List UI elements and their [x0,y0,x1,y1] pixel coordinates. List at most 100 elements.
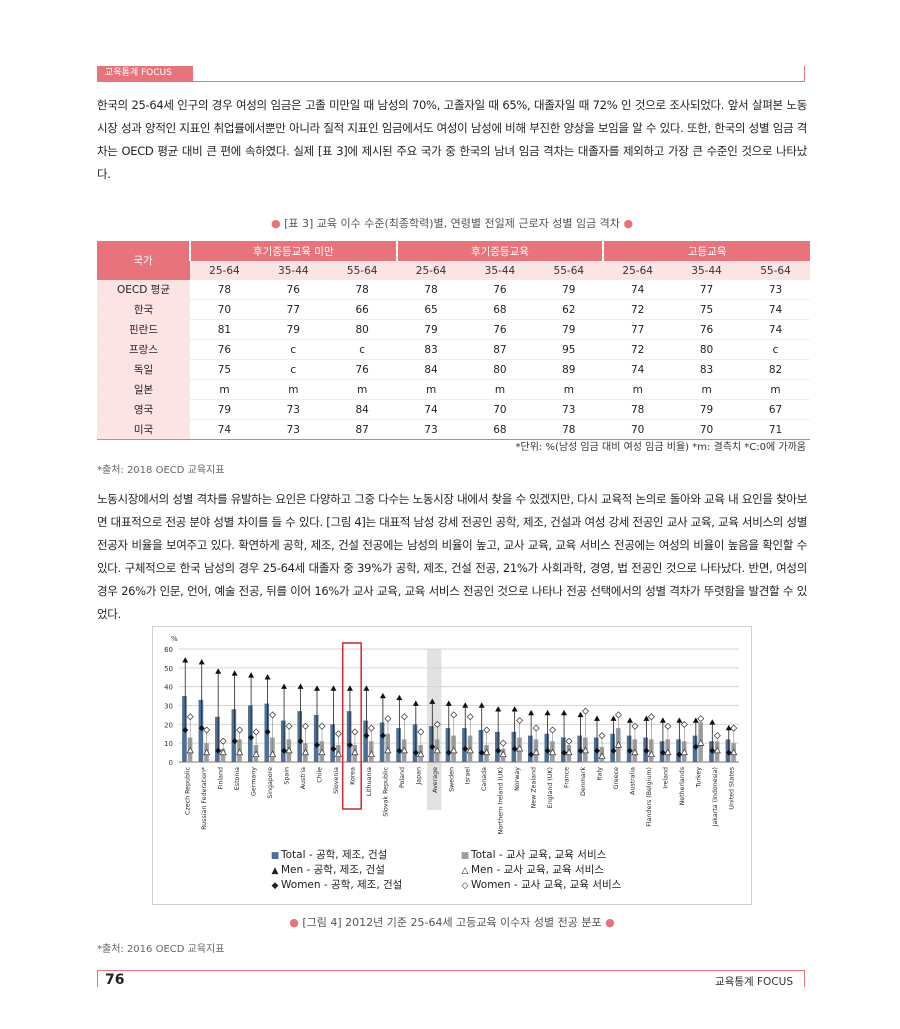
table-cell: 70 [603,419,673,440]
table-cell: 79 [190,399,259,420]
table-row-country: 한국 [97,299,190,320]
marker-men-teacher-education [697,739,705,746]
x-tick-label: Russian Federation* [201,767,208,830]
marker-women-engineering [478,749,485,756]
marker-women-teacher-education [450,711,458,719]
marker-men-teacher-education [664,748,672,756]
x-tick-label: Chile [317,767,324,783]
x-tick-label: Italy [597,767,604,781]
marker-men-engineering [544,709,551,716]
legend-label: Women - 교사 교육, 교육 서비스 [471,879,622,891]
marker-women-teacher-education [400,713,408,721]
table-cell: 68 [465,299,535,320]
marker-men-teacher-education [285,746,293,754]
marker-women-teacher-education [318,722,326,730]
marker-women-teacher-education [285,722,293,730]
marker-women-teacher-education [598,732,606,740]
bar-total-engineering [313,714,319,762]
bar-total-engineering [363,720,368,762]
bar-total-engineering [478,729,484,762]
table-cell: 72 [603,339,673,360]
marker-men-engineering [182,657,189,663]
marker-men-teacher-education [713,746,721,754]
table-cell: 73 [741,280,810,300]
marker-women-engineering [561,749,568,756]
marker-men-engineering [659,717,666,723]
legend-label: Total - 교사 교육, 교육 서비스 [471,849,607,861]
marker-women-teacher-education [713,732,721,740]
table-row-country: 미국 [97,419,190,440]
marker-men-engineering [676,717,683,723]
marker-men-teacher-education [532,748,540,756]
marker-men-engineering [478,702,485,708]
page-number: 76 [105,972,125,988]
x-tick-label: Slovak Republic [382,766,389,816]
table-header-age: 25-64 [190,261,259,280]
table-header-age: 55-64 [327,261,397,280]
marker-women-teacher-education [302,722,310,730]
x-tick-label: Lithuania [366,767,373,796]
marker-men-teacher-education [730,748,738,756]
marker-women-engineering [626,747,633,754]
x-tick-label: Northern Ireland (UK) [498,767,505,834]
x-tick-label: Sweden [448,767,455,792]
marker-men-engineering [495,706,502,712]
marker-women-teacher-education [730,724,738,732]
legend-label: Men - 공학, 제조, 건설 [281,864,385,876]
caption-bullet: ● [289,916,299,929]
table-row: 독일 75 c 76 84 80 89 74 83 82 [97,359,810,380]
bar-total-engineering [412,724,418,762]
legend-item: ▲ Men - 공학, 제조, 건설 [269,862,402,877]
marker-men-teacher-education [565,748,573,756]
table-row: 프랑스 76 c c 83 87 95 72 80 c [97,339,810,360]
x-tick-label: Slovenia [333,767,340,794]
x-tick-label: Australia [629,767,636,795]
marker-women-engineering [577,747,584,754]
marker-women-teacher-education [532,724,540,732]
table-caption: ● [표 3] 교육 이수 수준(최종학력)별, 연령별 전일제 근로자 성별 … [97,215,807,231]
marker-women-teacher-education [516,717,524,725]
table-note: *단위: %(남성 임금 대비 여성 임금 비율) *m: 결측치 *C:0에 … [515,442,807,453]
marker-men-teacher-education [450,746,458,754]
marker-women-engineering [495,747,502,754]
table-cell: 77 [672,280,741,300]
marker-men-engineering [363,685,370,691]
x-tick-label: Netherlands [679,767,686,805]
bar-total-engineering [231,709,237,762]
marker-men-teacher-education [334,750,343,758]
table-row: 미국 74 73 87 73 68 78 70 70 71 [97,419,810,440]
marker-women-engineering [528,751,535,758]
bar-total-engineering [560,737,566,762]
marker-men-engineering [248,672,255,678]
table-header-age: 35-44 [672,261,741,280]
y-tick-label: 30 [164,703,173,711]
marker-women-engineering [725,749,732,756]
legend-item: ■ Total - 교사 교육, 교육 서비스 [459,847,621,862]
table-cell: 72 [603,299,673,320]
y-tick-label: 50 [164,665,173,673]
paragraph-wage-gap: 한국의 25-64세 인구의 경우 여성의 임금은 고졸 미만일 때 남성의 7… [97,98,807,181]
x-tick-label: Greece [613,767,620,790]
marker-men-engineering [594,715,600,721]
table-cell: 76 [190,339,259,360]
marker-men-teacher-education [581,746,590,754]
marker-women-engineering [330,745,337,752]
table-cell: c [258,339,328,360]
table-cell: c [741,339,810,360]
table-cell: 78 [190,280,259,300]
marker-men-engineering [297,683,304,689]
marker-women-teacher-education [680,720,688,728]
x-tick-label: Czech Republic [185,766,192,814]
table-header-age: 55-64 [741,261,810,280]
table-cell: 80 [465,359,535,380]
x-tick-label: Turkey [695,767,702,789]
y-tick-label: 60 [164,646,173,654]
table-cell: 78 [603,399,673,420]
marker-women-engineering [363,732,370,739]
marker-men-teacher-education [318,748,326,756]
major-distribution-chart: 0 10 20 30 40 50 60% Czech Republic Russian Fede… [164,635,739,834]
x-tick-label: Korea [349,767,356,785]
marker-men-engineering [528,709,535,716]
caption-bullet: ● [605,916,615,929]
marker-women-teacher-education [549,726,557,734]
